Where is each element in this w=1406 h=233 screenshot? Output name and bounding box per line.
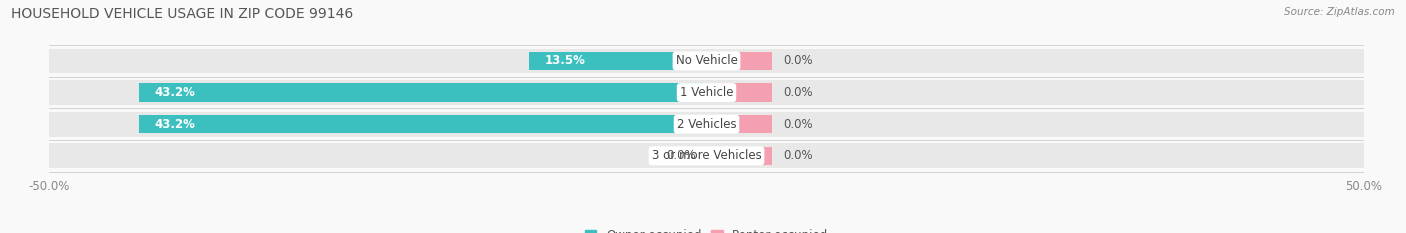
Text: 43.2%: 43.2% [155, 86, 195, 99]
Text: Source: ZipAtlas.com: Source: ZipAtlas.com [1284, 7, 1395, 17]
Bar [49, 143, 1364, 168]
Bar [529, 52, 707, 70]
Bar [707, 115, 772, 133]
Bar [49, 48, 1364, 73]
Text: 3 or more Vehicles: 3 or more Vehicles [651, 149, 762, 162]
Text: 0.0%: 0.0% [783, 149, 813, 162]
Text: 13.5%: 13.5% [544, 55, 586, 67]
Text: 43.2%: 43.2% [155, 118, 195, 131]
Text: 0.0%: 0.0% [666, 149, 696, 162]
Text: 1 Vehicle: 1 Vehicle [679, 86, 734, 99]
Bar [49, 112, 1364, 137]
Bar [707, 147, 772, 165]
Bar [139, 83, 707, 102]
Bar [139, 115, 707, 133]
Bar [707, 83, 772, 102]
Legend: Owner-occupied, Renter-occupied: Owner-occupied, Renter-occupied [585, 229, 828, 233]
Text: HOUSEHOLD VEHICLE USAGE IN ZIP CODE 99146: HOUSEHOLD VEHICLE USAGE IN ZIP CODE 9914… [11, 7, 353, 21]
Bar [49, 80, 1364, 105]
Text: 0.0%: 0.0% [783, 86, 813, 99]
Text: 0.0%: 0.0% [783, 118, 813, 131]
Text: 0.0%: 0.0% [783, 55, 813, 67]
Text: No Vehicle: No Vehicle [675, 55, 738, 67]
Text: 2 Vehicles: 2 Vehicles [676, 118, 737, 131]
Bar [707, 52, 772, 70]
